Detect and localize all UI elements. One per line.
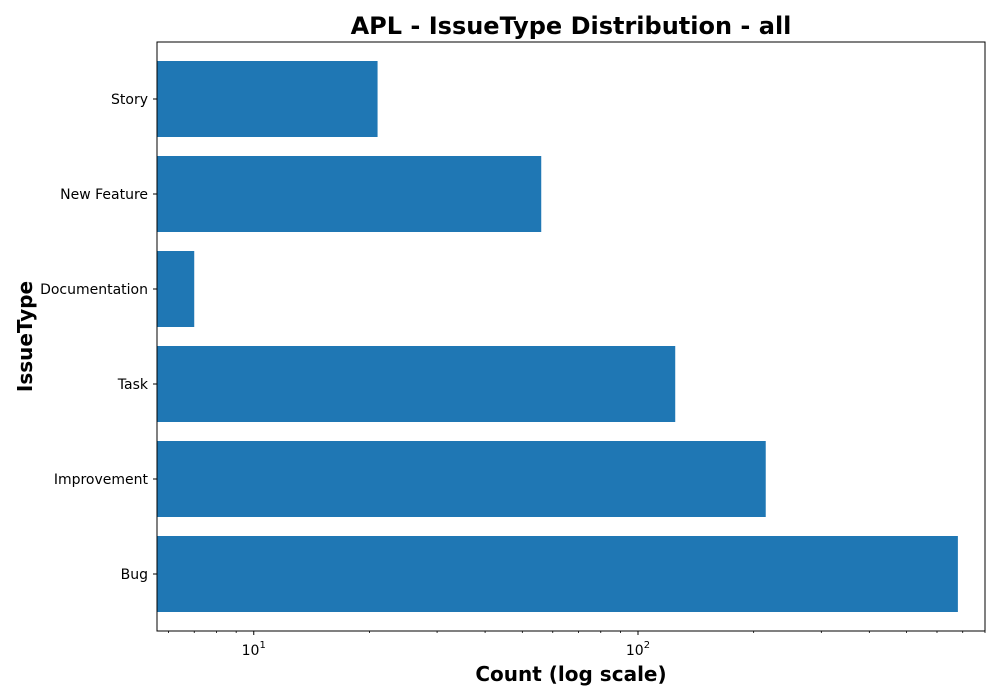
x-tick-exponent: 2: [644, 640, 650, 651]
y-tick-label-new-feature: New Feature: [60, 187, 148, 203]
bar-task: [157, 346, 676, 422]
bar-new-feature: [157, 156, 542, 232]
bar-documentation: [157, 251, 195, 327]
ticks-layer: Bug Improvement Task Documentation New Featu…: [40, 92, 986, 659]
y-tick-label-improvement: Improvement: [54, 472, 149, 488]
y-tick-label-task: Task: [117, 377, 149, 393]
bar-bug: [157, 536, 958, 612]
chart-title: APL - IssueType Distribution - all: [351, 12, 792, 40]
y-tick-label-story: Story: [111, 92, 148, 108]
bar-improvement: [157, 441, 766, 517]
x-tick-label-100: 102: [626, 640, 650, 659]
x-tick-exponent: 1: [259, 640, 265, 651]
bar-story: [157, 61, 378, 137]
y-tick-label-bug: Bug: [121, 567, 148, 583]
y-tick-label-documentation: Documentation: [40, 282, 148, 298]
y-axis-label: IssueType: [13, 281, 37, 392]
x-axis-label: Count (log scale): [475, 662, 666, 686]
bars-layer: [157, 61, 958, 612]
plot-frame: [156, 41, 986, 632]
x-tick-base: 10: [626, 643, 644, 659]
x-tick-label-10: 101: [242, 640, 266, 659]
x-tick-base: 10: [242, 643, 260, 659]
